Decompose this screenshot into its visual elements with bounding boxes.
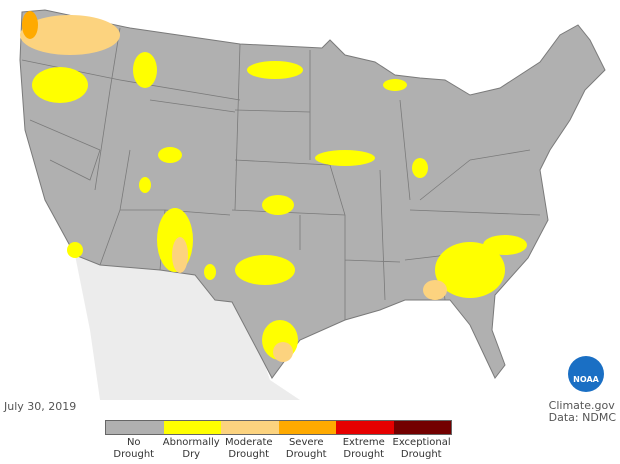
- legend-label-line: Drought: [400, 449, 442, 460]
- legend-label-line: No: [126, 437, 141, 448]
- legend-label-line: Drought: [113, 449, 155, 460]
- legend-label-line: Drought: [343, 449, 385, 460]
- legend-swatch: [393, 421, 451, 434]
- legend-label: Exceptional Drought: [393, 437, 451, 461]
- legend-swatch: [221, 421, 279, 434]
- legend-label-line: Abnormally: [162, 437, 220, 448]
- moderate-drought-areas: [20, 15, 447, 362]
- legend-label: No Drought: [105, 437, 163, 461]
- legend-labels: No Drought Abnormally Dry Moderate Drought Sev…: [105, 437, 450, 461]
- credit-source: Climate.gov: [548, 399, 615, 412]
- legend-label: Moderate Drought: [220, 437, 278, 461]
- credit: Climate.gov Data: NDMC: [549, 400, 616, 424]
- legend-swatch: [106, 421, 164, 434]
- severe-drought-areas: [22, 11, 38, 39]
- legend-label-line: Moderate: [224, 437, 273, 448]
- legend-swatch: [336, 421, 394, 434]
- legend-label-line: Severe: [288, 437, 324, 448]
- legend-label-line: Extreme: [342, 437, 385, 448]
- drought-map: [19, 9, 606, 400]
- abnormally-dry-areas: [32, 52, 527, 360]
- legend-label-line: Exceptional: [392, 437, 451, 448]
- legend-label-line: Drought: [285, 449, 327, 460]
- legend-label: Abnormally Dry: [163, 437, 221, 461]
- legend-label: Extreme Drought: [335, 437, 393, 461]
- legend-bar: [105, 420, 452, 435]
- mexico-land: [75, 255, 300, 400]
- legend-label-line: Dry: [182, 449, 201, 460]
- credit-data: Data: NDMC: [548, 411, 616, 424]
- legend-swatch: [163, 421, 221, 434]
- legend-swatch: [278, 421, 336, 434]
- map-date: July 30, 2019: [4, 400, 77, 413]
- legend-label-line: Drought: [228, 449, 270, 460]
- legend-label: Severe Drought: [278, 437, 336, 461]
- noaa-logo: NOAA: [568, 356, 604, 392]
